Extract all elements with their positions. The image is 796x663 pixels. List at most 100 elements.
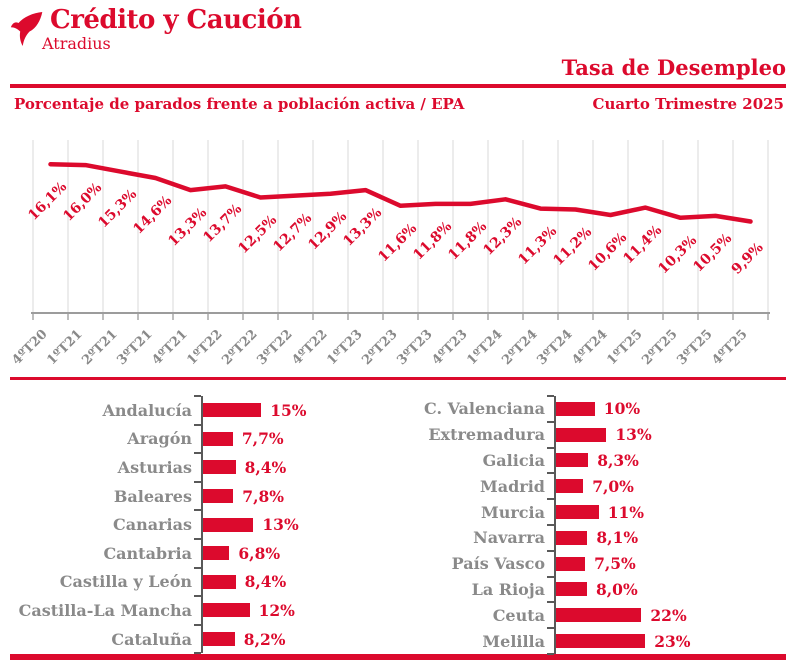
region-value: 6,8% — [238, 543, 281, 563]
bar-row: Asturias 8,4% — [14, 452, 389, 482]
region-value: 8,2% — [243, 629, 286, 649]
bar-row: Aragón 7,7% — [14, 423, 389, 454]
bar-row: País Vasco 7,5% — [389, 549, 786, 577]
region-bar — [203, 603, 250, 618]
region-label: C. Valenciana — [424, 399, 545, 419]
region-value: 12% — [258, 600, 295, 620]
region-bar — [203, 546, 230, 561]
bar-cell: 8,0% — [547, 575, 786, 603]
data-label: 12,7% — [270, 210, 315, 255]
brand-block: Crédito y Caución Atradius — [10, 6, 302, 53]
x-tick-label: 2ºT23 — [359, 327, 400, 368]
region-value: 7,0% — [592, 476, 634, 496]
x-tick-label: 4ºT23 — [429, 327, 470, 368]
region-bar — [556, 505, 599, 520]
region-value: 10% — [603, 399, 641, 419]
region-label: Aragón — [127, 429, 192, 449]
region-bar — [203, 403, 262, 418]
bar-cell: 11% — [547, 498, 786, 525]
data-label: 9,9% — [729, 240, 767, 278]
bar-row: Murcia 11% — [389, 498, 786, 525]
gridlines — [32, 140, 769, 313]
data-label: 11,6% — [375, 221, 420, 266]
region-bar — [203, 431, 233, 446]
region-label: Melilla — [482, 631, 545, 651]
bar-row: Extremadura 13% — [389, 420, 786, 448]
brand-text: Crédito y Caución Atradius — [42, 6, 302, 53]
region-bar — [203, 632, 235, 647]
region-value: 13% — [615, 425, 652, 445]
divider-top — [10, 84, 786, 88]
region-bar — [556, 582, 587, 597]
data-label: 11,4% — [620, 222, 665, 267]
region-value: 8,4% — [244, 457, 287, 477]
bar-row: Cantabria 6,8% — [14, 537, 389, 568]
x-tick-label: 4ºT25 — [709, 327, 750, 368]
trend-line — [48, 161, 753, 224]
region-bar — [203, 460, 236, 475]
bar-cell: 23% — [547, 627, 786, 655]
bar-cell: 7,0% — [547, 472, 786, 500]
bar-cell: 15% — [194, 395, 389, 425]
region-label: Asturias — [117, 457, 192, 477]
bar-cell: 13% — [547, 420, 786, 448]
bar-row: Andalucía 15% — [14, 395, 389, 425]
bar-row: C. Valenciana 10% — [389, 395, 786, 422]
region-value: 23% — [654, 631, 691, 651]
bar-row: Navarra 8,1% — [389, 523, 786, 551]
region-value: 15% — [270, 400, 307, 420]
region-label: País Vasco — [451, 554, 545, 574]
bar-cell: 8,1% — [547, 523, 786, 551]
x-tick-label: 3ºT22 — [254, 327, 295, 368]
region-label: Castilla-La Mancha — [18, 600, 192, 620]
region-bar — [556, 427, 607, 442]
region-label: Navarra — [473, 528, 545, 548]
data-label: 12,3% — [480, 214, 525, 259]
bar-row: Canarias 13% — [14, 509, 389, 539]
x-tick-label: 3ºT21 — [114, 327, 155, 368]
divider-middle — [10, 377, 786, 380]
regional-bars-section: Andalucía 15% Aragón 7,7% Asturias 8,4% Balear… — [0, 380, 796, 655]
subtitle-row: Porcentaje de parados frente a población… — [0, 88, 796, 118]
region-bar — [203, 517, 254, 532]
bar-row: Melilla 23% — [389, 627, 786, 655]
x-tick-label: 3ºT23 — [394, 327, 435, 368]
x-tick-label: 4ºT22 — [289, 327, 330, 368]
region-value: 8,1% — [596, 528, 639, 548]
x-tick-label: 1ºT25 — [604, 327, 645, 368]
data-label: 12,9% — [305, 209, 350, 254]
data-label: 13,7% — [200, 201, 245, 246]
x-tick-label: 1ºT24 — [464, 327, 505, 368]
region-value: 11% — [607, 502, 644, 522]
region-label: Galicia — [482, 450, 545, 470]
bar-cell: 7,5% — [547, 549, 786, 577]
x-tick-label: 3ºT25 — [674, 327, 715, 368]
unemployment-trend-chart: 16,1%16,0%15,3%14,6%13,3%13,7%12,5%12,7%… — [9, 140, 770, 368]
region-label: La Rioja — [471, 579, 545, 599]
x-tick-label: 2ºT24 — [499, 327, 540, 368]
bar-row: Cataluña 8,2% — [14, 623, 389, 654]
region-bar — [556, 634, 646, 649]
x-tick-label: 1ºT22 — [184, 327, 225, 368]
region-bar — [556, 453, 589, 468]
region-bar — [556, 556, 586, 571]
x-tick-label: 2ºT21 — [79, 327, 120, 368]
bar-column-right: C. Valenciana 10% Extremadura 13% Galicia 8,3… — [389, 395, 786, 655]
data-labels: 16,1%16,0%15,3%14,6%13,3%13,7%12,5%12,7%… — [25, 179, 766, 278]
bar-cell: 8,2% — [194, 623, 389, 654]
x-tick-label: 1ºT23 — [324, 327, 365, 368]
data-label: 10,5% — [690, 231, 735, 276]
divider-bottom — [10, 654, 786, 660]
x-tick-label: 4ºT24 — [569, 327, 610, 368]
bar-row: Baleares 7,8% — [14, 480, 389, 511]
bar-row: Galicia 8,3% — [389, 446, 786, 474]
region-bar — [556, 530, 588, 545]
region-bar — [203, 574, 236, 589]
bar-cell: 6,8% — [194, 537, 389, 568]
bar-cell: 10% — [547, 395, 786, 422]
data-label: 13,3% — [340, 205, 385, 250]
region-value: 8,3% — [597, 450, 639, 470]
bar-row: Madrid 7,0% — [389, 472, 786, 500]
chart-subtitle: Porcentaje de parados frente a población… — [14, 95, 465, 113]
x-tick-label: 1ºT21 — [44, 327, 85, 368]
